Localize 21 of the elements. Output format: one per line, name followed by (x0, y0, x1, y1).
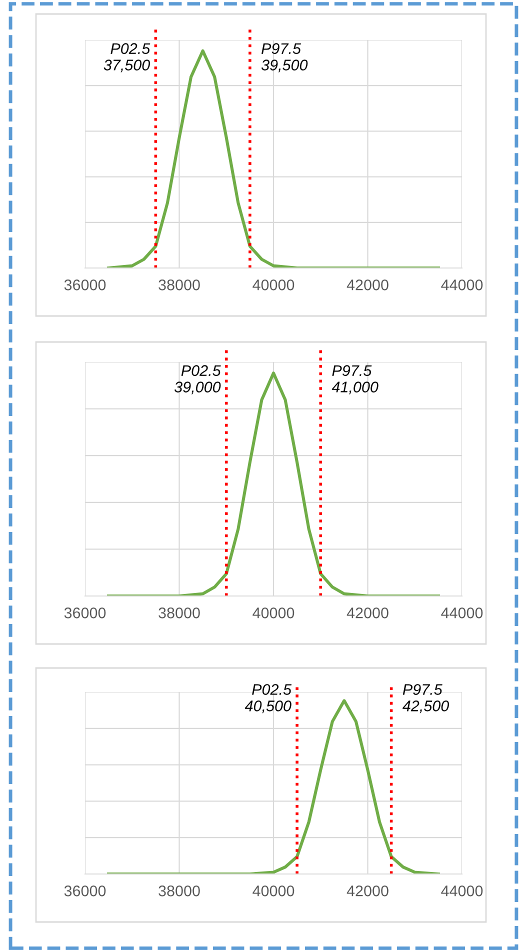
x-tick-label: 44000 (441, 608, 483, 618)
x-tick-label: 40000 (252, 608, 294, 618)
ref-line-label: P97.5 39,500 (261, 43, 308, 72)
x-tick-label: 38000 (158, 608, 200, 618)
ref-line-label: P02.5 39,000 (174, 365, 221, 394)
ref-line-label: P97.5 42,500 (402, 684, 450, 714)
x-tick-label: 36000 (64, 886, 106, 896)
x-tick-label: 36000 (64, 280, 106, 290)
x-tick-label: 42000 (346, 280, 388, 290)
x-tick-label: 40000 (252, 886, 294, 896)
x-tick-label: 38000 (158, 886, 200, 896)
x-tick-label: 40000 (252, 280, 294, 290)
ref-line-label: P02.5 40,500 (244, 684, 292, 714)
x-tick-label: 38000 (158, 280, 200, 290)
x-tick-label: 36000 (64, 608, 106, 618)
x-tick-label: 42000 (346, 608, 388, 618)
x-tick-label: 44000 (441, 886, 483, 896)
x-tick-label: 42000 (346, 886, 388, 896)
ref-line-label: P02.5 37,500 (104, 43, 150, 72)
ref-line-label: P97.5 41,000 (332, 365, 378, 394)
x-tick-label: 44000 (441, 280, 483, 290)
